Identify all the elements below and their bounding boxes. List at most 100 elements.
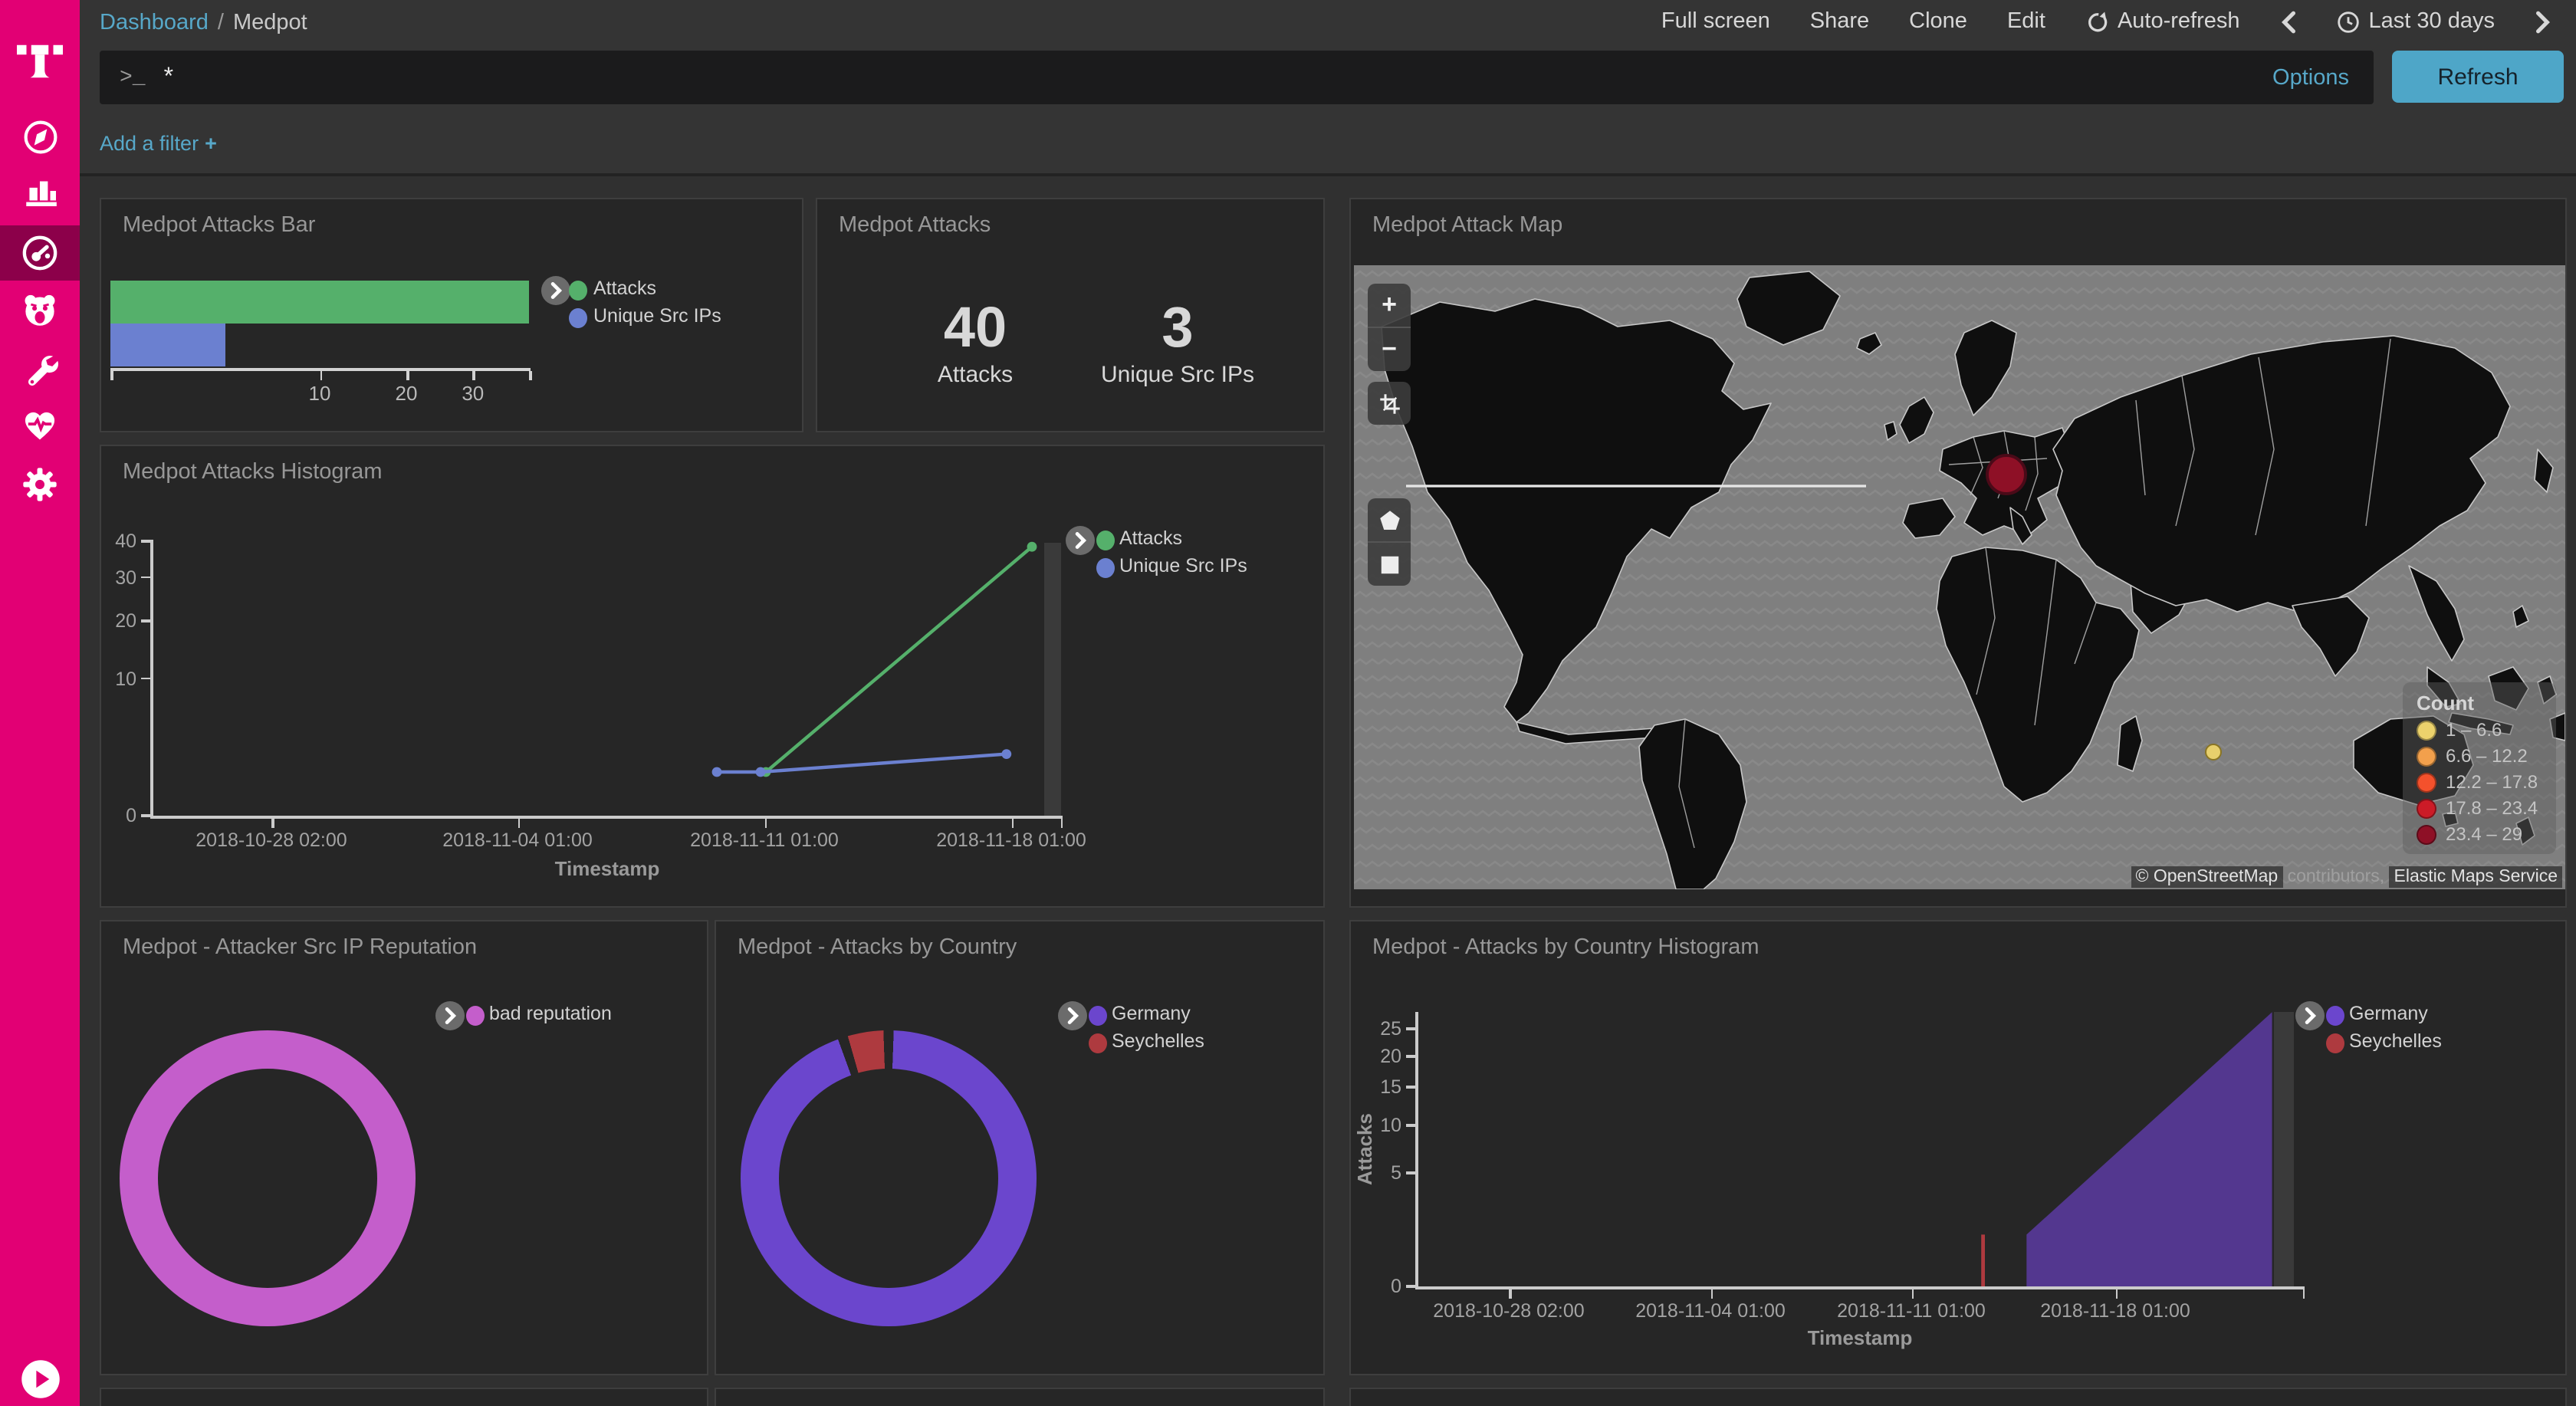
draw-polygon-button[interactable] [1368, 498, 1411, 541]
metric-unique-src-ips: 3 Unique Src IPs [1070, 297, 1285, 388]
legend-toggle-button[interactable] [2295, 1001, 2325, 1030]
metric-value: 3 [1162, 296, 1194, 359]
osm-attribution-link[interactable]: © OpenStreetMap [2131, 866, 2283, 888]
panel-attack-map: Medpot Attack Map [1349, 198, 2567, 908]
map-count-legend: Count 1 – 6.6 6.6 – 12.2 12.2 – 17.8 17.… [2403, 682, 2556, 854]
bin-dot [2417, 746, 2436, 766]
map-attribution: © OpenStreetMap contributors, Elastic Ma… [2131, 866, 2562, 888]
legend-dot-attacks [1096, 531, 1115, 550]
metric-label: Unique Src IPs [1100, 362, 1255, 388]
y-tick: 5 [1391, 1162, 1401, 1184]
time-back-button[interactable] [2280, 10, 2297, 33]
query-bar: >_ Options [100, 51, 2374, 104]
bin-dot [2417, 720, 2436, 740]
sidebar-item-discover[interactable] [0, 110, 80, 163]
map-draw-controls [1368, 498, 1411, 586]
sidebar-item-dashboard-active[interactable] [0, 225, 80, 281]
chevron-right-icon [2305, 1007, 2317, 1024]
share-button[interactable]: Share [1809, 9, 1870, 34]
x-tick: 2018-11-11 01:00 [690, 829, 839, 851]
y-tick: 20 [1380, 1046, 1401, 1067]
x-tick: 2018-10-28 02:00 [196, 829, 347, 851]
bin-dot [2417, 798, 2436, 818]
telekom-logo[interactable] [0, 21, 80, 101]
breadcrumb-separator: / [217, 11, 224, 35]
heartbeat-icon [25, 412, 55, 440]
query-prompt-icon: >_ [120, 65, 146, 90]
gauge-icon [22, 235, 58, 271]
wrench-icon [27, 355, 58, 386]
x-tick: 2018-10-28 02:00 [1433, 1300, 1585, 1322]
legend-label-germany[interactable]: Germany [1112, 1003, 1191, 1024]
x-axis-ticks: 10 20 30 [110, 371, 531, 408]
sidebar-item-monitoring[interactable] [0, 399, 80, 451]
sidebar-collapse-button[interactable] [0, 1352, 80, 1404]
breadcrumb-dashboard-link[interactable]: Dashboard [100, 11, 209, 35]
auto-refresh-button[interactable]: Auto-refresh [2085, 9, 2240, 34]
bar-attacks[interactable] [110, 281, 529, 324]
partial-bucket-band [2274, 1012, 2294, 1286]
legend-title: Count [2417, 692, 2475, 714]
legend-toggle-button[interactable] [1066, 526, 1095, 555]
draw-rectangle-button[interactable] [1368, 541, 1411, 586]
time-range-picker[interactable]: Last 30 days [2337, 9, 2495, 34]
full-screen-button[interactable]: Full screen [1661, 9, 1770, 34]
y-tick: 15 [1380, 1076, 1401, 1098]
y-tick: 0 [1391, 1276, 1401, 1297]
world-map-tiles [1354, 265, 2565, 889]
zoom-out-button[interactable]: − [1368, 327, 1411, 371]
panel-title: Medpot - Attacker Src IP Reputation [123, 935, 478, 960]
legend-label-unique-src-ips[interactable]: Unique Src IPs [1119, 555, 1247, 577]
search-query-input[interactable] [160, 62, 2273, 93]
legend-label-attacks[interactable]: Attacks [593, 278, 656, 299]
legend-row: 17.8 – 23.4 [2417, 797, 2542, 819]
legend-label-attacks[interactable]: Attacks [1119, 527, 1182, 549]
bar-unique-src-ips[interactable] [110, 324, 225, 366]
legend-dot-attacks [569, 281, 587, 301]
fit-data-bounds-button[interactable] [1368, 382, 1411, 425]
legend-label-bad-reputation[interactable]: bad reputation [489, 1003, 612, 1024]
legend-dot-unique-src-ips [1096, 558, 1115, 578]
y-tick: 0 [126, 805, 136, 826]
legend-label-germany[interactable]: Germany [2349, 1003, 2428, 1024]
ems-attribution-link[interactable]: Elastic Maps Service [2389, 866, 2562, 888]
dashboard-menu: Full screen Share Clone Edit Auto-refres… [1661, 9, 2551, 34]
legend-dot-germany [2326, 1006, 2344, 1026]
clone-button[interactable]: Clone [1909, 9, 1967, 34]
legend-toggle-button[interactable] [435, 1001, 465, 1030]
line-chart[interactable] [150, 540, 1061, 816]
sidebar-item-bear-app[interactable] [0, 284, 80, 336]
sidebar-item-dev-tools[interactable] [0, 342, 80, 394]
legend-toggle-button[interactable] [541, 276, 570, 305]
clock-icon [2337, 11, 2359, 32]
refresh-button[interactable]: Refresh [2392, 51, 2564, 103]
world-map[interactable]: + − [1354, 265, 2565, 889]
horizontal-bar-chart[interactable] [110, 281, 529, 368]
panel-title: Medpot Attacks Bar [123, 213, 316, 238]
sidebar-item-management[interactable] [0, 458, 80, 511]
x-tick: 2018-11-18 01:00 [2040, 1300, 2190, 1322]
legend-row: 23.4 – 29 [2417, 823, 2542, 845]
y-tick: 25 [1380, 1018, 1401, 1040]
y-tick: 10 [115, 668, 136, 689]
x-axis [150, 816, 1063, 819]
legend-toggle-button[interactable] [1058, 1001, 1087, 1030]
legend-row: 12.2 – 17.8 [2417, 771, 2542, 793]
sidebar-item-visualize[interactable] [0, 164, 80, 216]
legend-label-seychelles[interactable]: Seychelles [2349, 1030, 2442, 1052]
area-chart[interactable] [1417, 1012, 2303, 1286]
query-options-link[interactable]: Options [2272, 65, 2349, 90]
map-marker-germany[interactable] [1986, 453, 2028, 495]
legend-label-unique-src-ips[interactable]: Unique Src IPs [593, 305, 721, 327]
panel-sliver [1349, 1388, 2567, 1406]
add-filter-link[interactable]: Add a filter + [100, 132, 217, 155]
y-axis [1415, 1012, 1418, 1289]
map-marker-seychelles-indian-ocean-[interactable] [2205, 743, 2223, 760]
zoom-in-button[interactable]: + [1382, 290, 1397, 319]
legend-label-seychelles[interactable]: Seychelles [1112, 1030, 1204, 1052]
time-forward-button[interactable] [2535, 10, 2551, 33]
telekom-t-icon [17, 44, 63, 78]
edit-button[interactable]: Edit [2006, 9, 2045, 34]
x-tick: 2018-11-18 01:00 [936, 829, 1086, 851]
panel-attacks-bar: Medpot Attacks Bar 10 20 30 Attacks Unique… [100, 198, 803, 432]
